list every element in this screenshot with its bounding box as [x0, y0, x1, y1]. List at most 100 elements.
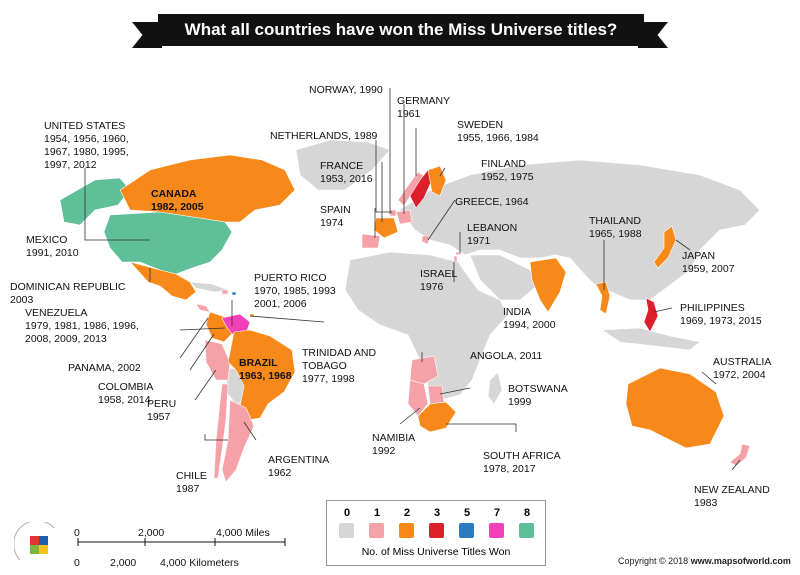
country-years: 1997, 2012	[44, 159, 97, 171]
country-label-greece: GREECE, 1964	[455, 196, 529, 209]
country-label-chile: CHILE 1987	[176, 470, 207, 496]
madagascar	[487, 371, 503, 405]
country-name: NORWAY, 1990	[309, 84, 383, 96]
country-years: 1970, 1985, 1993	[254, 285, 336, 297]
country-shape-dominican-republic	[221, 289, 229, 295]
country-label-spain: SPAIN 1974	[320, 204, 351, 230]
country-label-sweden: SWEDEN 1955, 1966, 1984	[457, 119, 539, 145]
country-label-peru: PERU 1957	[147, 398, 176, 424]
country-name: SPAIN	[320, 204, 351, 216]
country-label-colombia: COLOMBIA 1958, 2014	[98, 381, 153, 407]
country-name: VENEZUELA	[25, 307, 88, 319]
country-label-japan: JAPAN 1959, 2007	[682, 250, 735, 276]
country-name: TRINIDAD AND	[302, 347, 377, 359]
country-label-namibia: NAMIBIA 1992	[372, 432, 415, 458]
country-name: SWEDEN	[457, 119, 504, 131]
country-years: 2008, 2009, 2013	[25, 333, 107, 345]
scale-km-0: 0	[74, 557, 80, 569]
country-years: 1967, 1980, 1995,	[44, 146, 129, 158]
country-years: 1953, 2016	[320, 173, 373, 185]
country-shape-namibia	[407, 379, 429, 417]
country-years: 1955, 1966, 1984	[457, 132, 539, 144]
country-name: GREECE, 1964	[455, 196, 529, 208]
country-years: 1958, 2014	[98, 394, 151, 406]
country-years: 1977, 1998	[302, 373, 355, 385]
country-label-angola: ANGOLA, 2011	[470, 350, 542, 363]
country-label-norway: NORWAY, 1990	[309, 84, 383, 97]
country-name: NETHERLANDS, 1989	[270, 130, 378, 142]
country-label-puerto-rico: PUERTO RICO 1970, 1985, 1993 2001, 2006	[254, 272, 336, 311]
country-years: 1979, 1981, 1986, 1996,	[25, 320, 139, 332]
legend-label-0: 0	[343, 507, 351, 519]
legend-swatch-1	[369, 523, 384, 538]
country-name: SOUTH AFRICA	[483, 450, 561, 462]
country-years: 1959, 2007	[682, 263, 735, 275]
country-years: 1983	[694, 497, 718, 509]
country-shape-botswana	[427, 385, 445, 405]
country-label-israel: ISRAEL 1976	[420, 268, 457, 294]
legend-label-2: 2	[403, 507, 411, 519]
mapsofworld-logo	[14, 522, 55, 561]
country-label-trinidad-and: TRINIDAD AND TOBAGO 1977, 1998	[302, 347, 376, 386]
country-years: 1962	[268, 467, 292, 479]
eurasia	[399, 159, 761, 301]
scale-miles-4000: 4,000 Miles	[216, 527, 270, 539]
country-name: INDIA	[503, 306, 532, 318]
land-no-titles	[59, 139, 761, 421]
country-label-canada: CANADA 1982, 2005	[151, 188, 204, 214]
country-shape-thailand	[595, 281, 611, 315]
country-shape-india	[529, 257, 567, 313]
country-years: 1976	[420, 281, 444, 293]
country-years: 1969, 1973, 2015	[680, 315, 762, 327]
country-years: 1963, 1968	[239, 370, 292, 382]
country-shape-lebanon	[455, 251, 460, 256]
country-label-australia: AUSTRALIA 1972, 2004	[713, 356, 771, 382]
country-years: 1978, 2017	[483, 463, 536, 475]
country-years: 1999	[508, 396, 532, 408]
leader-lines	[84, 88, 741, 471]
legend-swatch-5	[459, 523, 474, 538]
country-label-india: INDIA 1994, 2000	[503, 306, 556, 332]
country-label-dominican-republic: DOMINICAN REPUBLIC 2003	[10, 281, 126, 307]
country-years: 1972, 2004	[713, 369, 766, 381]
country-shape-philippines	[643, 297, 659, 333]
greenland	[295, 139, 391, 191]
legend-label-3: 3	[433, 507, 441, 519]
scale-km-4000: 4,000 Kilometers	[160, 557, 239, 569]
country-label-philippines: PHILIPPINES 1969, 1973, 2015	[680, 302, 762, 328]
country-label-panama: PANAMA, 2002	[68, 362, 141, 375]
copyright-site-link[interactable]: www.mapsofworld.com	[690, 556, 791, 566]
country-name: PUERTO RICO	[254, 272, 327, 284]
country-label-new-zealand: NEW ZEALAND 1983	[694, 484, 770, 510]
country-shape-united-states	[103, 211, 233, 275]
country-name: NEW ZEALAND	[694, 484, 770, 496]
legend-swatch-3	[429, 523, 444, 538]
country-label-brazil: BRAZIL 1963, 1968	[239, 357, 292, 383]
scale-km-2000: 2,000	[110, 557, 137, 569]
country-shape-panama	[195, 303, 211, 313]
country-years: TOBAGO	[302, 360, 347, 372]
country-name: UNITED STATES	[44, 120, 126, 132]
country-name: MEXICO	[26, 234, 68, 246]
country-shape-greece	[421, 235, 431, 245]
country-label-netherlands: NETHERLANDS, 1989	[270, 130, 377, 143]
country-years: 1971	[467, 235, 491, 247]
country-label-france: FRANCE 1953, 2016	[320, 160, 373, 186]
country-name: JAPAN	[682, 250, 716, 262]
country-years: 1994, 2000	[503, 319, 556, 331]
country-years: 2001, 2006	[254, 298, 307, 310]
country-shape-argentina	[221, 399, 255, 483]
country-name: PERU	[147, 398, 177, 410]
country-fills	[59, 154, 751, 483]
country-name: FINLAND	[481, 158, 526, 170]
legend-caption: No. of Miss Universe Titles Won	[361, 546, 511, 558]
scale-miles-0: 0	[74, 527, 80, 539]
country-years: 1957	[147, 411, 171, 423]
country-label-botswana: BOTSWANA 1999	[508, 383, 568, 409]
country-years: 1987	[176, 483, 200, 495]
country-shape-netherlands	[389, 209, 397, 217]
map-title: What all countries have won the Miss Uni…	[184, 20, 618, 39]
country-shape-puerto-rico	[231, 291, 237, 296]
country-shape-japan	[653, 225, 677, 269]
